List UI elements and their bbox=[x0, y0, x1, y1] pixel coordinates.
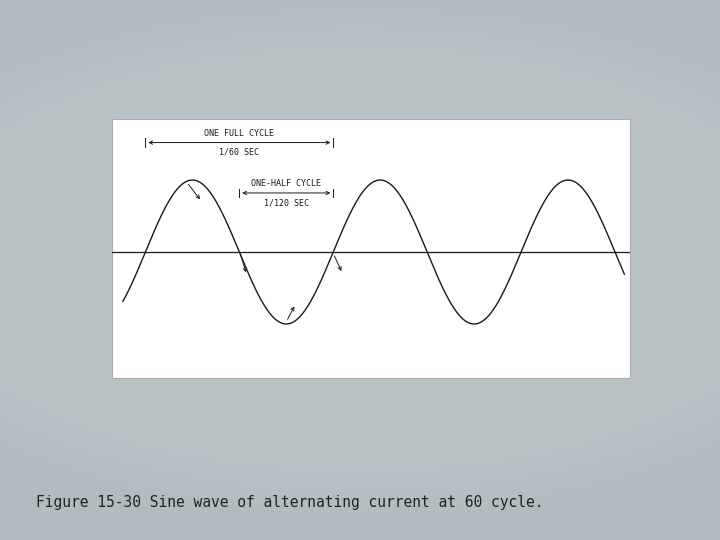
Text: ONE-HALF CYCLE: ONE-HALF CYCLE bbox=[251, 179, 321, 188]
Text: 1/60 SEC: 1/60 SEC bbox=[220, 147, 259, 157]
Text: ONE FULL CYCLE: ONE FULL CYCLE bbox=[204, 129, 274, 138]
Text: Figure 15-30 Sine wave of alternating current at 60 cycle.: Figure 15-30 Sine wave of alternating cu… bbox=[36, 495, 544, 510]
Text: 1/120 SEC: 1/120 SEC bbox=[264, 198, 309, 207]
